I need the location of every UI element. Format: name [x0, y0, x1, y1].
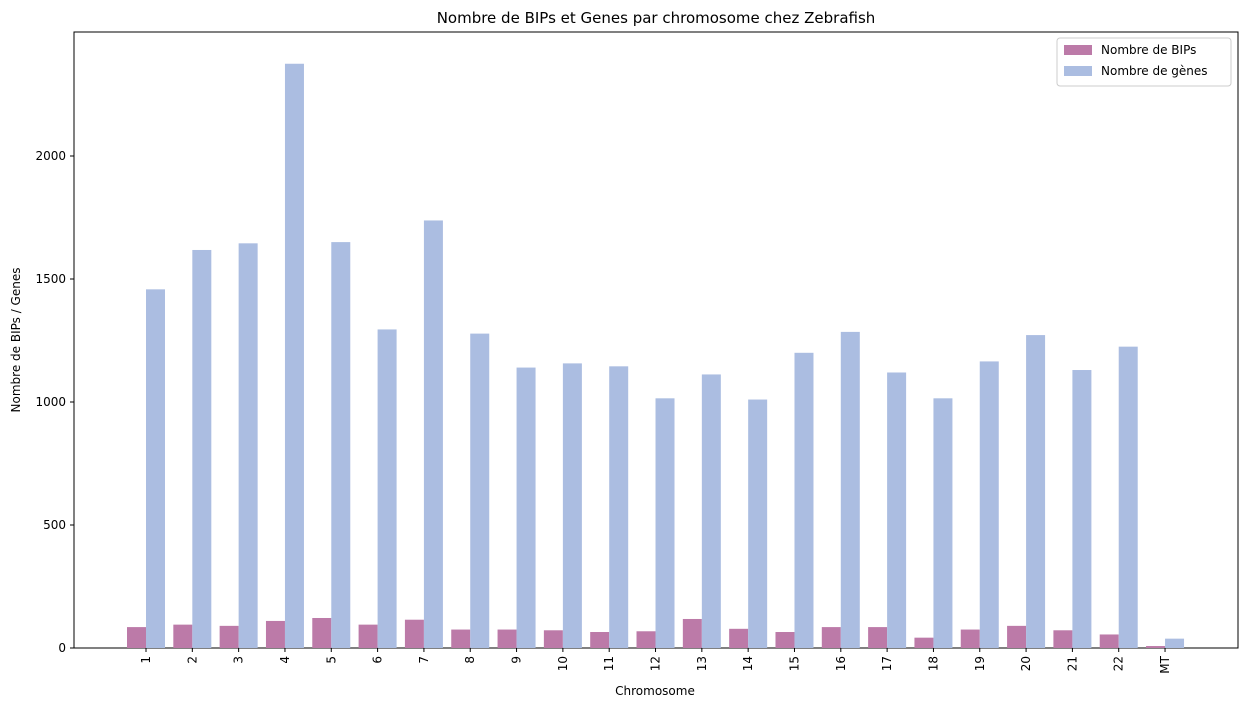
x-axis: 1 2 3 4 5 6 7 8 9 10 11 12 13 14 15 16 17 18 19 20 21 22 MT [139, 648, 1172, 674]
bar-genes-MT [1165, 638, 1185, 648]
bar-genes-16 [840, 331, 860, 648]
bars-group [127, 63, 1185, 649]
bar-genes-22 [1118, 346, 1138, 648]
bar-bips-MT [1146, 646, 1166, 648]
chart-title: Nombre de BIPs et Genes par chromosome c… [437, 9, 876, 27]
bar-genes-8 [470, 333, 490, 648]
bar-genes-4 [284, 63, 304, 648]
x-tick-label: 7 [417, 656, 431, 664]
x-tick-label: 17 [880, 656, 894, 671]
x-tick-label: 4 [278, 656, 292, 664]
legend: Nombre de BIPs Nombre de gènes [1056, 37, 1232, 87]
bar-genes-10 [562, 363, 582, 648]
x-tick-label: 14 [741, 656, 755, 671]
y-tick-label: 1500 [35, 272, 66, 286]
bar-bips-12 [636, 631, 656, 648]
x-tick-label: 12 [649, 656, 663, 671]
bar-genes-6 [377, 329, 397, 648]
y-tick-label: 500 [43, 518, 66, 532]
x-tick-label: 22 [1112, 656, 1126, 671]
x-tick-label: 10 [556, 656, 570, 671]
x-tick-label: 11 [602, 656, 616, 671]
bar-genes-14 [748, 399, 768, 648]
bar-bips-17 [868, 627, 888, 648]
bar-bips-15 [775, 632, 795, 648]
legend-label: Nombre de gènes [1101, 64, 1208, 78]
bar-bips-21 [1053, 630, 1073, 648]
bar-bips-9 [497, 629, 517, 648]
bar-genes-5 [331, 242, 351, 648]
bar-genes-12 [655, 398, 675, 648]
bar-bips-1 [127, 627, 146, 648]
bar-bips-14 [729, 628, 749, 648]
x-tick-label: 1 [139, 656, 153, 664]
bar-bips-3 [219, 625, 239, 648]
x-tick-label: 18 [926, 656, 940, 671]
legend-swatch [1064, 45, 1092, 55]
bar-bips-19 [960, 629, 980, 648]
legend-box [1056, 37, 1232, 87]
bar-genes-15 [794, 352, 814, 648]
x-axis-label: Chromosome [615, 684, 695, 698]
bar-bips-13 [682, 618, 702, 648]
bar-genes-18 [933, 398, 953, 648]
bar-bips-16 [821, 627, 841, 648]
legend-swatch [1064, 66, 1092, 76]
bar-bips-4 [265, 620, 285, 648]
bar-genes-1 [146, 289, 165, 648]
bar-genes-13 [701, 374, 721, 648]
y-tick-label: 1000 [35, 395, 66, 409]
x-tick-label: 19 [973, 656, 987, 671]
bar-genes-2 [192, 249, 212, 649]
x-tick-label: 6 [371, 656, 385, 664]
bar-genes-7 [423, 220, 443, 648]
y-axis-label: Nombre de BIPs / Genes [9, 268, 23, 413]
x-tick-label: 20 [1019, 656, 1033, 671]
bar-genes-3 [238, 243, 258, 648]
bar-genes-11 [609, 366, 629, 648]
bar-bips-8 [451, 629, 471, 648]
y-axis: 0 500 1000 1500 2000 [35, 149, 74, 655]
x-tick-label: 13 [695, 656, 709, 671]
y-tick-label: 0 [58, 641, 66, 655]
x-tick-label: 5 [324, 656, 338, 664]
x-tick-label: 2 [185, 656, 199, 664]
bar-bips-11 [590, 632, 610, 648]
x-tick-label: 16 [834, 656, 848, 671]
x-tick-label: 15 [787, 656, 801, 671]
bar-genes-17 [887, 372, 907, 648]
bar-bips-10 [543, 630, 563, 648]
bar-bips-7 [404, 619, 424, 648]
x-tick-label: 3 [232, 656, 246, 664]
bar-genes-19 [979, 361, 999, 648]
x-tick-label: 9 [510, 656, 524, 664]
bar-bips-6 [358, 624, 378, 648]
bar-genes-20 [1026, 335, 1046, 648]
bar-genes-9 [516, 367, 536, 648]
x-tick-label: 21 [1065, 656, 1079, 671]
y-tick-label: 2000 [35, 149, 66, 163]
bar-bips-2 [173, 624, 193, 648]
bar-bips-5 [312, 617, 332, 648]
bar-genes-21 [1072, 370, 1092, 648]
bar-bips-20 [1007, 625, 1027, 648]
bar-bips-18 [914, 637, 934, 648]
legend-label: Nombre de BIPs [1101, 43, 1196, 57]
x-tick-label: 8 [463, 656, 477, 664]
x-tick-label: MT [1158, 655, 1172, 673]
bar-bips-22 [1099, 634, 1119, 648]
